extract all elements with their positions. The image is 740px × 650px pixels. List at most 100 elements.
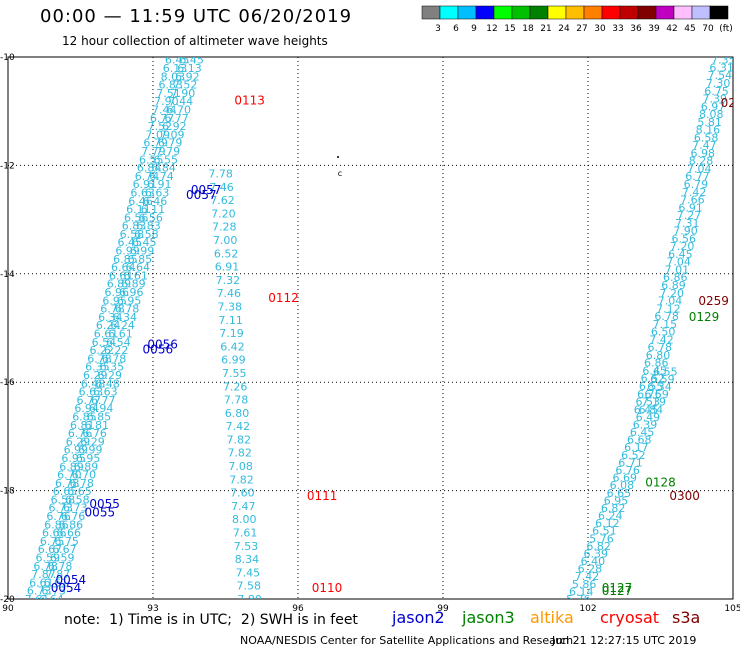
wave-height-label: 7.90 xyxy=(171,87,196,100)
wave-height-label: 6.64 xyxy=(111,261,136,274)
wave-height-label: 6.84 xyxy=(137,162,162,175)
wave-height-label: 6.51 xyxy=(592,525,617,538)
wave-height-label: 6.54 xyxy=(92,336,117,349)
wave-height-label: 8.03 xyxy=(161,70,186,83)
colorbar-label: 33 xyxy=(612,24,623,34)
wave-height-label: 6.39 xyxy=(633,418,658,431)
wave-height-label: 5.76 xyxy=(589,532,614,545)
wave-height-label: 6.70 xyxy=(72,469,97,482)
wave-height-label: 6.34 xyxy=(98,311,123,324)
wave-height-label: 6.55 xyxy=(139,153,164,166)
pass-time-label: 0 xyxy=(736,150,740,164)
x-tick-label: 93 xyxy=(147,604,158,614)
wave-height-label: 6.63 xyxy=(79,386,104,399)
wave-height-label: 7.31 xyxy=(675,217,700,230)
wave-height-label: 7.20 xyxy=(211,207,236,220)
x-tick-label: 99 xyxy=(437,604,449,614)
x-tick-label: 105 xyxy=(724,604,740,614)
wave-height-label: 7.28 xyxy=(212,221,237,234)
wave-height-label: 7.82 xyxy=(227,447,252,460)
wave-height-label: 6.85 xyxy=(128,253,153,266)
wave-height-label: 6.81 xyxy=(85,419,110,432)
pass-time-label: 0259 xyxy=(698,294,729,308)
wave-height-label: 6.73 xyxy=(48,502,73,515)
wave-height-label: 6.86 xyxy=(59,518,84,531)
wave-height-label: 6.45 xyxy=(668,248,693,261)
pass-time-label: 0128 xyxy=(645,475,676,489)
wave-height-label: 6.77 xyxy=(91,394,116,407)
pass-time-label: 0300 xyxy=(669,489,700,503)
colorbar-swatch xyxy=(709,5,729,20)
colorbar-label: 24 xyxy=(558,24,570,34)
chart-subtitle: 12 hour collection of altimeter wave hei… xyxy=(62,34,328,48)
wave-height-label: 6.65 xyxy=(607,487,632,500)
wave-height-label: 6.78 xyxy=(115,303,140,316)
wave-height-label: 7.78 xyxy=(224,394,249,407)
color-scale-legend: 3 6 9 12 15 18 21 24 27 30 33 36 39 42 45 70 (ft) xyxy=(421,5,733,34)
wave-height-label: 6.61 xyxy=(94,328,119,341)
wave-height-label: 6.46 xyxy=(143,195,168,208)
wave-height-label: 6.95 xyxy=(61,452,86,465)
island-marker: c xyxy=(338,169,342,178)
wave-height-label: 7.04 xyxy=(666,256,691,269)
wave-height-label: 6.65 xyxy=(67,485,92,498)
wave-height-label: 6.85 xyxy=(72,410,97,423)
wave-height-label: 6.29 xyxy=(66,435,91,448)
wave-height-label: 7.62 xyxy=(210,194,235,207)
wave-height-label: 6.79 xyxy=(684,178,709,191)
wave-height-label: 6.61 xyxy=(123,269,148,282)
pass-time-label: 0057 xyxy=(186,188,217,202)
wave-height-label: 6.28 xyxy=(578,563,603,576)
colorbar-label: 42 xyxy=(666,24,677,34)
wave-height-label: 6.29 xyxy=(80,435,105,448)
wave-height-label: 7.04 xyxy=(687,162,712,175)
wave-height-label: 6.99 xyxy=(64,444,89,457)
wave-height-label: 6.75 xyxy=(40,535,65,548)
x-tick-label: 102 xyxy=(579,604,596,614)
y-tick-label: -12 xyxy=(0,161,15,171)
wave-height-label: 6.13 xyxy=(163,62,188,75)
legend-s3a: s3a xyxy=(672,608,701,627)
wave-height-label: 6.48 xyxy=(81,377,106,390)
wave-height-label: 6.61 xyxy=(108,328,133,341)
wave-height-label: 7.42 xyxy=(682,186,707,199)
wave-height-label: 7.87 xyxy=(46,568,71,581)
wave-height-label: 6.14 xyxy=(569,585,594,598)
wave-height-label: 7.30 xyxy=(706,77,731,90)
wave-height-label: 6.92 xyxy=(162,120,187,133)
wave-height-label: 6.31 xyxy=(709,61,734,74)
legend-cryosat: cryosat xyxy=(600,608,660,627)
wave-height-label: 6.99 xyxy=(221,354,246,367)
wave-height-label: 6.59 xyxy=(50,552,75,565)
wave-height-label: 6.81 xyxy=(70,419,95,432)
wave-height-label: 6.94 xyxy=(74,402,99,415)
legend-jason2: jason2 xyxy=(392,608,445,627)
wave-height-label: 6.97 xyxy=(701,100,726,113)
wave-height-label: 6.84 xyxy=(151,162,176,175)
wave-height-label: 6.78 xyxy=(647,341,672,354)
pass-time-label: 0112 xyxy=(268,291,299,305)
wave-height-label: 6.75 xyxy=(704,85,729,98)
wave-height-label: 6.78 xyxy=(48,560,73,573)
wave-height-label: 7.82 xyxy=(227,433,252,446)
wave-height-label: 6.70 xyxy=(57,469,82,482)
wave-height-label: 6.11 xyxy=(126,203,151,216)
wave-height-label: 6.58 xyxy=(694,131,719,144)
wave-height-label: 6.82 xyxy=(601,502,626,515)
footer-note: note: 1) Time is in UTC; 2) SWH is in fe… xyxy=(64,612,358,628)
wave-height-label: 6.45 xyxy=(642,364,667,377)
wave-height-label: 6.59 xyxy=(36,552,61,565)
wave-height-label: 7.09 xyxy=(160,128,185,141)
wave-height-label: 7.90 xyxy=(673,225,698,238)
wave-height-label: 6.83 xyxy=(136,220,161,233)
wave-height-label: 7.46 xyxy=(209,181,234,194)
pass-time-label: 02 xyxy=(733,53,740,67)
y-tick-label: -20 xyxy=(0,595,15,605)
wave-height-label: 7.51 xyxy=(156,87,181,100)
wave-height-label: 6.73 xyxy=(27,585,52,598)
wave-height-label: 6.34 xyxy=(647,381,672,394)
wave-height-label: 6.29 xyxy=(83,369,108,382)
wave-height-label: 6.08 xyxy=(610,479,635,492)
wave-height-label: 6.86 xyxy=(644,357,669,370)
wave-height-label: 6.63 xyxy=(145,186,170,199)
